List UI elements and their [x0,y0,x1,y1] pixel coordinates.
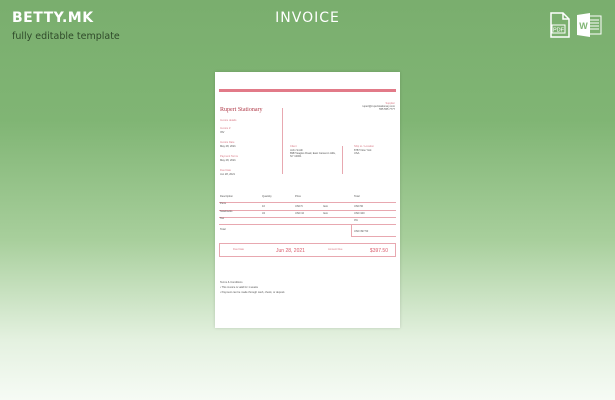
invoice-label: Invoice details [220,119,237,122]
terms-value: May 28, 2021 [220,159,236,162]
ship-line: 8787 New York [354,149,372,152]
row-total: USD 340 [354,212,365,215]
col-quantity: Quantity [262,195,272,198]
row-description: Pens [220,202,226,205]
supplier-phone: 555 555 7777 [379,108,395,111]
pdf-icon[interactable]: PDF [549,12,571,38]
total-label: Total [220,228,226,231]
tax-value: 0% [354,219,358,222]
row-price: USD 5 [295,205,303,208]
amount-due-box: Due Date Jun 28, 2021 Amount Due $397.50 [219,243,396,257]
total-value: USD 397.50 [354,230,369,233]
client-line: 8987 Eagles Road, East Cameron Hills, [290,152,336,155]
row-quantity: 10 [262,205,265,208]
ship-label: Ship to / Location [354,145,375,148]
client-line: John Smith [290,149,303,152]
company-name: Rupert Stationary [220,107,263,113]
word-icon[interactable]: W [576,12,602,38]
due-date: Jun 28, 2021 [220,173,235,176]
row-unit: Item [323,212,329,215]
row-quantity: 34 [262,212,265,215]
divider [282,108,283,174]
supplier-email: rupert@rupertstationary.com [362,105,395,108]
divider [351,225,352,236]
divider [219,202,396,203]
divider [219,210,396,211]
divider [351,236,396,237]
row-unit: Item [323,205,329,208]
accent-bar [219,89,396,92]
row-total: USD 50 [354,205,364,208]
row-price: USD 10 [295,212,305,215]
date-label: Invoice Date [220,141,235,144]
client-line: NY 10001 [290,155,302,158]
due-box-date: Jun 28, 2021 [276,248,305,254]
invoice-no-label: Invoice # [220,127,231,130]
col-description: Description [220,195,233,198]
due-box-label: Due Date [233,248,244,251]
terms-title: Terms & Conditions [220,281,243,284]
terms-item: • This invoice is valid for 1 weeks [220,286,258,289]
divider [219,224,396,225]
col-total: Total [354,195,360,198]
tax-label: Tax [220,217,225,220]
amount-due: $397.50 [369,248,388,254]
date: May 28, 2021 [220,145,236,148]
row-description: Notebooks [220,210,233,213]
svg-text:W: W [579,21,588,31]
amount-due-label: Amount Due [328,248,343,251]
supplier-label: Supplier [385,102,395,105]
terms-item: • Payment can be made through cash, chec… [220,291,286,294]
col-price: Price [295,195,301,198]
brand-logo: BETTY.MK [12,10,94,26]
invoice-preview[interactable]: Rupert Stationary Invoice details Invoic… [215,72,400,328]
client-label: Client [290,145,297,148]
page-title: INVOICE [275,10,340,26]
ship-line: USA [354,152,360,155]
divider [342,146,343,174]
divider [219,217,396,218]
tagline: fully editable template [12,31,120,42]
due-date-label: Due Date [220,169,231,172]
invoice-no: INV [220,131,225,134]
terms-label: Payment Terms [220,155,238,158]
svg-text:PDF: PDF [553,28,565,34]
